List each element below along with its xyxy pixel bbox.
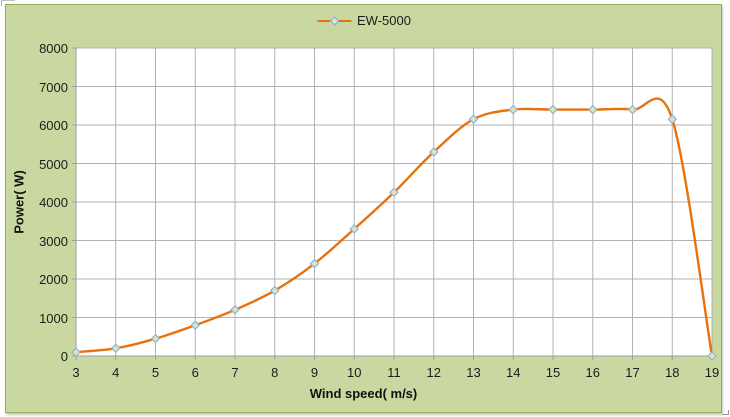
axis-tick-marks xyxy=(72,47,713,360)
y-tick-label: 1000 xyxy=(39,310,68,326)
y-tick-label: 3000 xyxy=(39,233,68,249)
plot-area[interactable] xyxy=(6,5,721,412)
legend-series-marker-icon xyxy=(317,16,352,26)
x-tick-label: 12 xyxy=(426,365,441,380)
x-tick-label: 17 xyxy=(625,365,640,380)
y-tick-label: 7000 xyxy=(39,79,68,95)
x-tick-label: 14 xyxy=(506,365,521,380)
data-point-marker xyxy=(389,187,399,198)
y-tick-label: 5000 xyxy=(39,156,68,172)
legend-diamond xyxy=(329,16,339,26)
gridlines xyxy=(76,47,713,356)
y-tick-label: 8000 xyxy=(39,41,68,56)
chart-legend[interactable]: EW-5000 xyxy=(316,12,411,30)
data-point-marker xyxy=(110,343,121,354)
x-tick-label: 8 xyxy=(271,365,279,380)
data-point-marker xyxy=(71,347,81,357)
data-point-marker xyxy=(150,333,161,344)
data-point-marker xyxy=(190,320,201,331)
x-tick-label: 9 xyxy=(310,365,319,380)
x-tick-label: 4 xyxy=(112,365,120,380)
series-markers xyxy=(71,104,717,361)
x-tick-label: 3 xyxy=(72,365,80,380)
data-point-marker xyxy=(269,285,280,296)
data-point-marker xyxy=(667,114,678,125)
data-point-marker xyxy=(707,351,717,361)
data-point-marker xyxy=(587,104,598,115)
data-point-marker xyxy=(508,104,519,115)
x-tick-label: 7 xyxy=(231,365,239,380)
y-tick-label: 0 xyxy=(60,349,68,364)
data-point-marker xyxy=(349,224,360,234)
data-point-marker xyxy=(309,258,320,269)
y-tick-label: 6000 xyxy=(39,118,68,133)
x-tick-label: 6 xyxy=(191,365,199,380)
x-tick-label: 19 xyxy=(704,365,720,380)
data-point-marker xyxy=(468,114,479,125)
legend-series-label: EW-5000 xyxy=(357,13,411,28)
x-axis-title: Wind speed( m/s) xyxy=(309,386,418,401)
data-point-marker xyxy=(230,304,240,315)
screen-artifact-bottom-right xyxy=(722,410,729,415)
y-tick-label: 4000 xyxy=(39,195,68,210)
x-tick-label: 5 xyxy=(151,365,160,380)
x-tick-label: 11 xyxy=(387,365,401,380)
axes xyxy=(75,48,712,357)
x-tick-label: 13 xyxy=(466,365,481,380)
x-tick-label: 18 xyxy=(665,365,680,380)
x-tick-label: 15 xyxy=(545,365,561,380)
data-point-marker xyxy=(627,104,638,115)
y-tick-label: 2000 xyxy=(39,272,68,287)
data-point-marker xyxy=(548,104,558,115)
data-point-marker xyxy=(428,147,439,157)
screen-artifact-top-left xyxy=(1,0,15,6)
x-tick-label: 10 xyxy=(347,365,362,380)
x-tick-label: 16 xyxy=(585,365,600,380)
